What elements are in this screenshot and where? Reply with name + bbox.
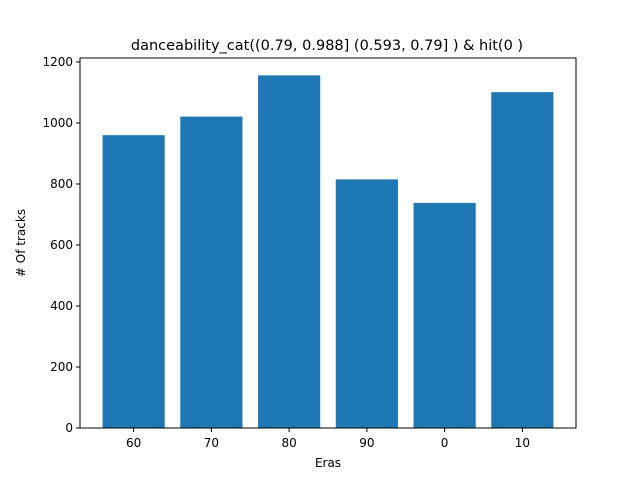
chart-title: danceability_cat((0.79, 0.988] (0.593, 0… <box>131 38 523 54</box>
x-tick-label: 60 <box>126 436 141 450</box>
bar-90 <box>335 179 398 428</box>
y-tick-label: 0 <box>65 421 73 435</box>
x-tick-label: 80 <box>281 436 296 450</box>
bars-group <box>102 75 554 429</box>
y-tick-label: 400 <box>50 299 73 313</box>
bar-60 <box>102 135 165 429</box>
y-tick-label: 1200 <box>42 55 73 69</box>
y-tick-label: 800 <box>50 177 73 191</box>
y-tick-label: 200 <box>50 360 73 374</box>
axes-frame <box>79 57 577 429</box>
x-tick-label: 70 <box>204 436 219 450</box>
y-axis-ticks: 0 200 400 600 800 1000 1200 <box>42 55 80 435</box>
x-tick-label: 0 <box>441 436 449 450</box>
bar-80 <box>258 75 321 428</box>
x-tick-label: 90 <box>359 436 374 450</box>
y-axis-label: # Of tracks <box>14 209 28 277</box>
bar-70 <box>180 116 243 428</box>
y-tick-label: 600 <box>50 238 73 252</box>
bar-10 <box>491 92 554 428</box>
x-tick-label: 10 <box>515 436 530 450</box>
x-axis-ticks: 60 70 80 90 0 10 <box>126 428 530 450</box>
y-tick-label: 1000 <box>42 116 73 130</box>
x-axis-label: Eras <box>315 456 341 470</box>
bar-0 <box>413 202 476 428</box>
